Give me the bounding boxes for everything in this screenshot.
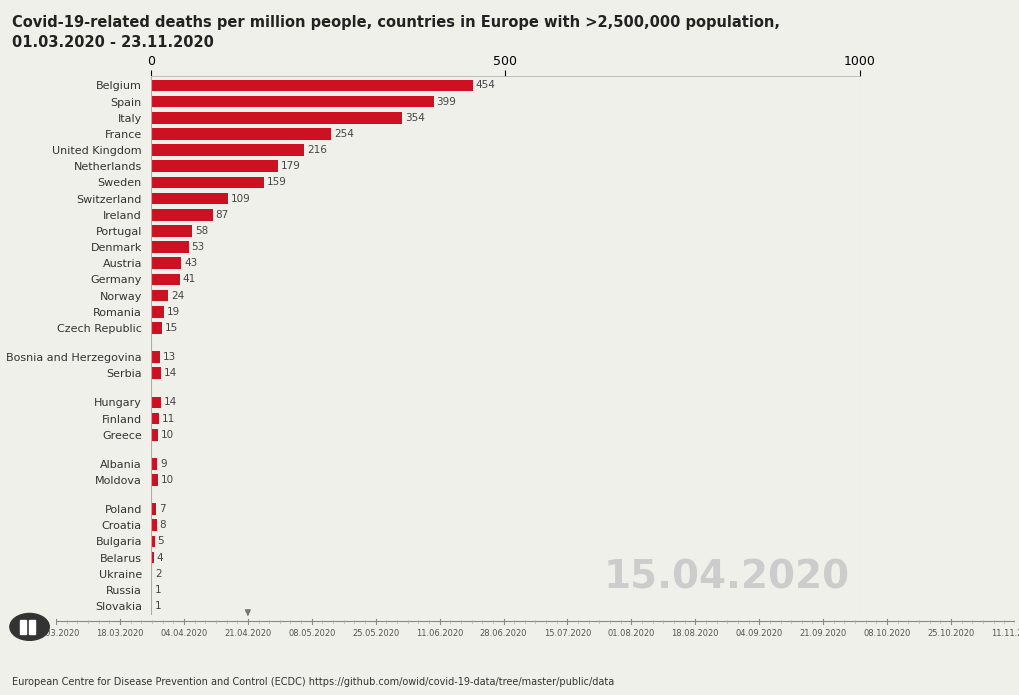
Text: 10: 10 xyxy=(161,475,174,485)
Text: 21.09.2020: 21.09.2020 xyxy=(799,629,846,638)
Bar xyxy=(20,620,26,634)
Text: 25.05.2020: 25.05.2020 xyxy=(352,629,398,638)
Text: 254: 254 xyxy=(333,129,354,139)
Text: 24: 24 xyxy=(170,291,183,301)
Bar xyxy=(151,519,157,531)
Bar xyxy=(151,322,161,334)
Bar xyxy=(151,225,192,237)
Bar xyxy=(151,368,161,379)
Text: 43: 43 xyxy=(184,259,198,268)
Text: 25.10.2020: 25.10.2020 xyxy=(926,629,973,638)
Text: 11.11.2020: 11.11.2020 xyxy=(990,629,1019,638)
Text: 04.04.2020: 04.04.2020 xyxy=(160,629,207,638)
Text: 41: 41 xyxy=(182,275,196,284)
Text: 13: 13 xyxy=(163,352,176,362)
Bar xyxy=(29,620,35,634)
Text: Covid-19-related deaths per million people, countries in Europe with >2,500,000 : Covid-19-related deaths per million peop… xyxy=(12,15,780,50)
Text: 04.09.2020: 04.09.2020 xyxy=(735,629,782,638)
Text: 08.05.2020: 08.05.2020 xyxy=(287,629,335,638)
Text: 354: 354 xyxy=(405,113,424,123)
Bar xyxy=(151,209,212,220)
Bar xyxy=(151,79,473,91)
Bar xyxy=(151,161,277,172)
Text: 15: 15 xyxy=(164,323,177,333)
Text: 15.04.2020: 15.04.2020 xyxy=(602,558,849,596)
Text: 1: 1 xyxy=(154,585,161,595)
Bar xyxy=(151,96,433,107)
Bar xyxy=(151,552,154,564)
Circle shape xyxy=(10,614,49,640)
Bar xyxy=(151,306,164,318)
Bar xyxy=(151,274,179,285)
Bar xyxy=(151,193,228,204)
Bar xyxy=(151,112,401,124)
Text: European Centre for Disease Prevention and Control (ECDC) https://github.com/owi: European Centre for Disease Prevention a… xyxy=(12,677,613,687)
Text: 7: 7 xyxy=(159,504,165,514)
Bar xyxy=(151,397,161,408)
Text: 109: 109 xyxy=(231,194,251,204)
Bar xyxy=(151,429,158,441)
Text: 8: 8 xyxy=(159,521,166,530)
Text: 11.06.2020: 11.06.2020 xyxy=(416,629,463,638)
Text: 14: 14 xyxy=(164,398,177,407)
Bar xyxy=(151,536,154,547)
Bar xyxy=(151,458,157,470)
Text: 9: 9 xyxy=(160,459,167,469)
Bar xyxy=(151,177,264,188)
Text: 53: 53 xyxy=(192,242,205,252)
Bar xyxy=(151,503,156,515)
Text: 1: 1 xyxy=(154,601,161,611)
Text: 10: 10 xyxy=(161,430,174,440)
Bar xyxy=(151,474,158,486)
Text: 179: 179 xyxy=(280,161,301,171)
Text: 21.04.2020: 21.04.2020 xyxy=(224,629,271,638)
Text: 19: 19 xyxy=(167,306,180,317)
Text: 4: 4 xyxy=(157,553,163,563)
Bar xyxy=(151,413,159,425)
Text: 58: 58 xyxy=(195,226,208,236)
Text: 5: 5 xyxy=(157,537,164,546)
Text: 14: 14 xyxy=(164,368,177,378)
Text: 11: 11 xyxy=(161,414,174,423)
Text: 87: 87 xyxy=(215,210,228,220)
Bar xyxy=(151,351,160,363)
Text: 01.08.2020: 01.08.2020 xyxy=(607,629,654,638)
Text: 216: 216 xyxy=(307,145,326,155)
Text: 28.06.2020: 28.06.2020 xyxy=(479,629,527,638)
Bar xyxy=(151,241,189,253)
Text: 01.03.2020: 01.03.2020 xyxy=(33,629,79,638)
Bar xyxy=(151,290,168,302)
Bar xyxy=(151,128,331,140)
Text: 18.08.2020: 18.08.2020 xyxy=(671,629,718,638)
Bar xyxy=(151,257,181,269)
Text: 18.03.2020: 18.03.2020 xyxy=(96,629,144,638)
Bar xyxy=(151,145,304,156)
Text: 454: 454 xyxy=(475,81,495,90)
Bar xyxy=(151,568,152,580)
Text: 159: 159 xyxy=(266,177,286,188)
Text: 399: 399 xyxy=(436,97,457,106)
Text: 08.10.2020: 08.10.2020 xyxy=(862,629,910,638)
Text: 15.07.2020: 15.07.2020 xyxy=(543,629,591,638)
Text: 2: 2 xyxy=(155,569,162,579)
